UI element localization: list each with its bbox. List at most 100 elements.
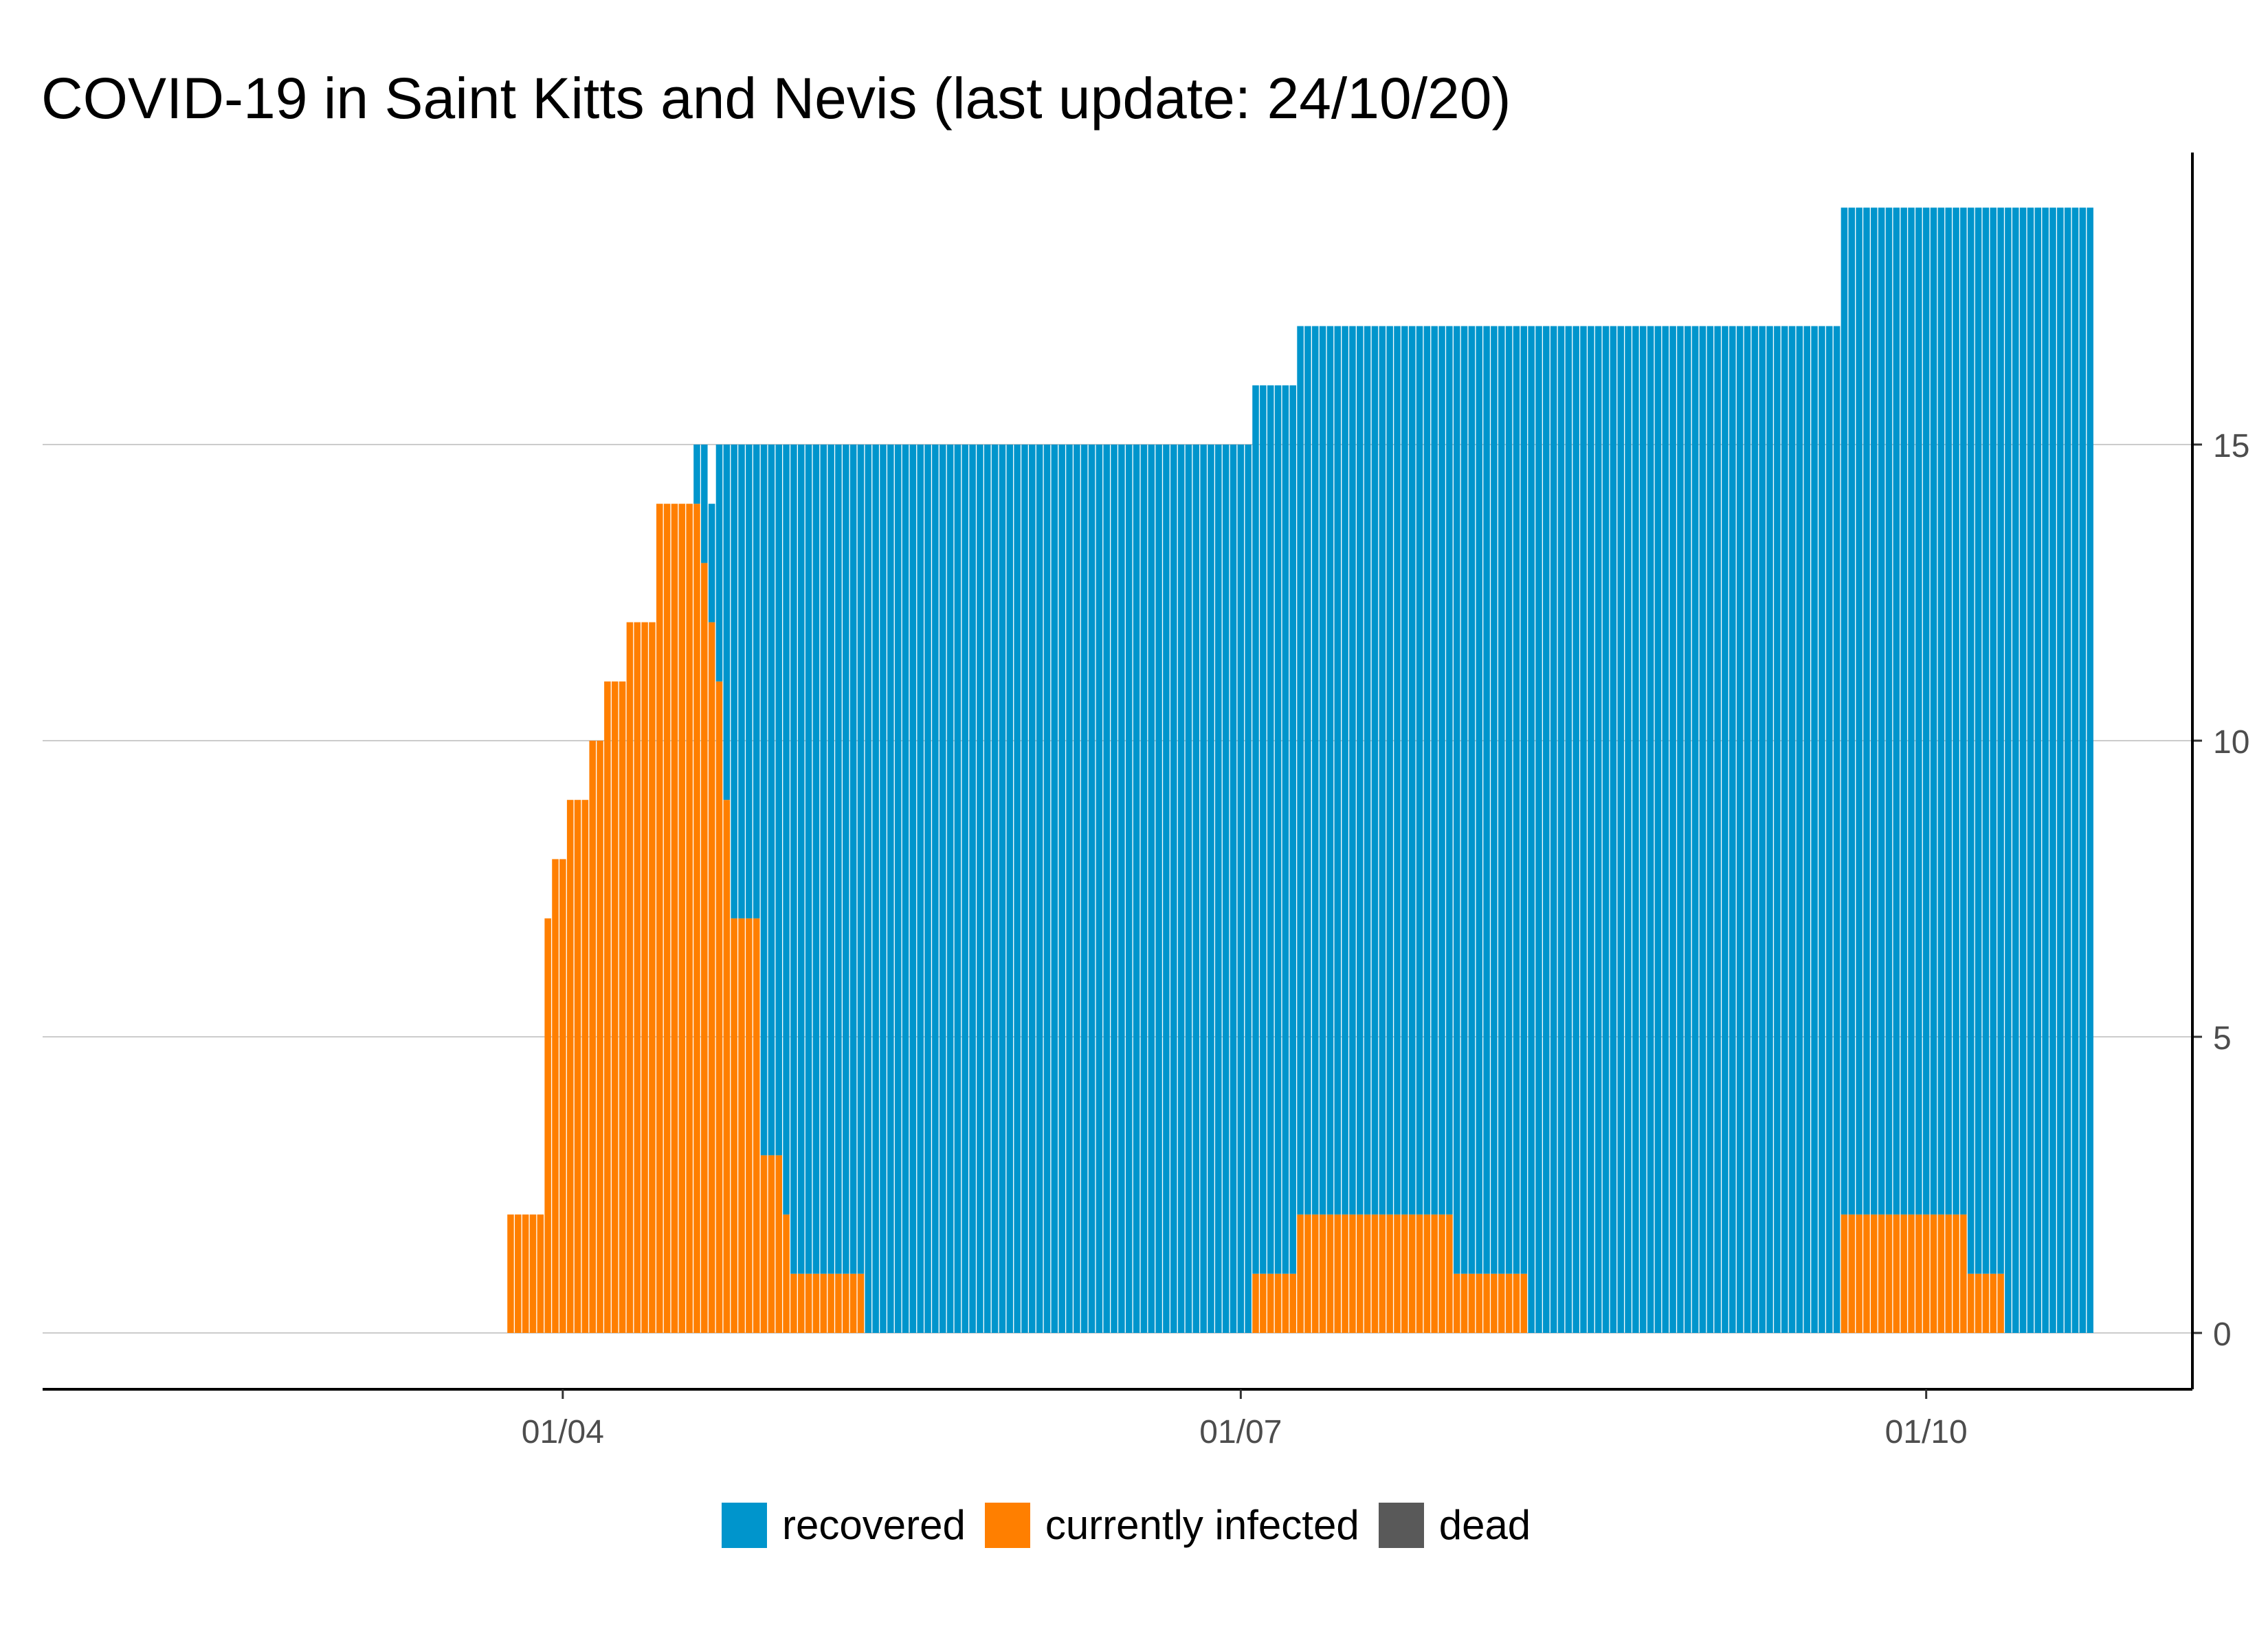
bar-recovered-day-108	[843, 445, 849, 1274]
bar-recovered-day-161	[1237, 445, 1245, 1333]
bar-recovered-day-190	[1453, 326, 1460, 1274]
legend-swatch	[1378, 1502, 1424, 1548]
bar-currently-infected-day-174	[1334, 1214, 1342, 1333]
bar-recovered-day-258	[1960, 207, 1967, 1215]
bar-recovered-day-152	[1170, 445, 1177, 1333]
bar-recovered-day-120	[932, 445, 939, 1333]
bar-currently-infected-day-66	[529, 1214, 537, 1333]
bar-recovered-day-91	[715, 445, 723, 682]
bar-recovered-day-125	[969, 445, 976, 1333]
bar-recovered-day-162	[1245, 445, 1252, 1333]
bar-recovered-day-238	[1811, 326, 1818, 1334]
bar-recovered-day-124	[961, 445, 968, 1333]
bar-recovered-day-133	[1029, 445, 1036, 1333]
bar-recovered-day-226	[1722, 326, 1728, 1334]
y-tick-label-10: 10	[2213, 724, 2249, 761]
bar-recovered-day-217	[1654, 326, 1662, 1334]
bar-recovered-day-164	[1260, 385, 1267, 1274]
bar-recovered-day-265	[2012, 207, 2019, 1334]
bar-currently-infected-day-197	[1505, 1273, 1513, 1333]
bar-recovered-day-245	[1863, 207, 1870, 1215]
bar-recovered-day-137	[1058, 445, 1065, 1333]
bar-recovered-day-183	[1401, 326, 1408, 1215]
bar-currently-infected-day-196	[1498, 1273, 1505, 1333]
bar-recovered-day-248	[1885, 207, 1893, 1215]
bar-recovered-day-138	[1066, 445, 1073, 1333]
bar-currently-infected-day-88	[693, 504, 700, 1334]
bar-recovered-day-235	[1788, 326, 1796, 1334]
legend-item-currently-infected: currently infected	[984, 1501, 1359, 1549]
chart-title: COVID-19 in Saint Kitts and Nevis (last …	[41, 66, 1511, 131]
bar-recovered-day-100	[783, 445, 790, 1215]
bar-currently-infected-day-172	[1319, 1214, 1326, 1333]
bar-recovered-day-147	[1133, 445, 1140, 1333]
bar-recovered-day-213	[1625, 326, 1632, 1334]
x-tick-label: 01/04	[522, 1414, 604, 1450]
bar-recovered-day-208	[1588, 326, 1594, 1334]
bar-recovered-day-114	[887, 445, 894, 1333]
bar-recovered-day-170	[1304, 326, 1311, 1215]
bar-currently-infected-day-246	[1871, 1214, 1878, 1333]
bar-recovered-day-200	[1528, 326, 1535, 1334]
bar-recovered-day-145	[1118, 445, 1125, 1333]
bar-recovered-day-273	[2071, 207, 2079, 1334]
bar-recovered-day-102	[797, 445, 805, 1274]
bar-recovered-day-185	[1416, 326, 1423, 1215]
bar-recovered-day-175	[1342, 326, 1348, 1215]
bar-recovered-day-187	[1431, 326, 1438, 1215]
bar-currently-infected-day-171	[1311, 1214, 1319, 1333]
bar-currently-infected-day-192	[1468, 1273, 1476, 1333]
bar-recovered-day-117	[909, 445, 917, 1333]
bar-recovered-day-188	[1438, 326, 1445, 1215]
bar-currently-infected-day-189	[1446, 1214, 1453, 1333]
bar-recovered-day-259	[1967, 207, 1975, 1274]
bar-currently-infected-day-254	[1930, 1214, 1937, 1333]
legend-swatch	[984, 1502, 1030, 1548]
bar-recovered-day-227	[1729, 326, 1736, 1334]
bar-currently-infected-day-249	[1893, 1214, 1900, 1333]
bar-recovered-day-169	[1297, 326, 1304, 1215]
bar-recovered-day-93	[731, 445, 737, 919]
bar-recovered-day-148	[1140, 445, 1148, 1333]
bar-currently-infected-day-90	[708, 622, 715, 1333]
bar-recovered-day-116	[902, 445, 909, 1333]
bar-recovered-day-219	[1669, 326, 1676, 1334]
bar-recovered-day-192	[1468, 326, 1476, 1274]
bar-recovered-day-266	[2019, 207, 2027, 1334]
bar-currently-infected-day-167	[1282, 1273, 1289, 1333]
bar-recovered-day-98	[768, 445, 775, 1156]
bar-recovered-day-224	[1706, 326, 1714, 1334]
bar-recovered-day-109	[849, 445, 857, 1274]
bar-currently-infected-day-98	[768, 1155, 775, 1333]
bar-recovered-day-144	[1111, 445, 1118, 1333]
bar-recovered-day-241	[1833, 326, 1841, 1334]
bar-recovered-day-110	[857, 445, 865, 1274]
bar-recovered-day-211	[1610, 326, 1617, 1334]
legend-label: currently infected	[1045, 1502, 1359, 1548]
legend: recovered currently infected dead	[722, 1501, 1550, 1549]
bar-currently-infected-day-250	[1900, 1214, 1907, 1333]
bar-recovered-day-130	[1006, 445, 1014, 1333]
bar-recovered-day-223	[1699, 326, 1706, 1334]
bar-recovered-day-92	[723, 445, 731, 800]
bar-currently-infected-day-89	[701, 563, 708, 1333]
bar-recovered-day-260	[1975, 207, 1982, 1274]
bar-currently-infected-day-92	[723, 800, 731, 1333]
bar-currently-infected-day-101	[790, 1273, 797, 1333]
bar-recovered-day-154	[1185, 445, 1192, 1333]
bar-recovered-day-195	[1491, 326, 1498, 1274]
bar-currently-infected-day-262	[1990, 1273, 1997, 1333]
bar-currently-infected-day-108	[843, 1273, 849, 1333]
bar-recovered-day-244	[1856, 207, 1863, 1215]
bar-recovered-day-193	[1476, 326, 1482, 1274]
bar-recovered-day-163	[1252, 385, 1259, 1274]
bar-currently-infected-day-97	[760, 1155, 768, 1333]
x-tick-label: 01/10	[1885, 1414, 1968, 1450]
bar-currently-infected-day-102	[797, 1273, 805, 1333]
bar-recovered-day-268	[2034, 207, 2042, 1334]
y-tick-label-0: 0	[2213, 1316, 2232, 1353]
bar-currently-infected-day-77	[611, 681, 619, 1333]
bar-recovered-day-174	[1334, 326, 1342, 1215]
bar-recovered-day-90	[708, 504, 715, 622]
bar-recovered-day-118	[917, 445, 924, 1333]
